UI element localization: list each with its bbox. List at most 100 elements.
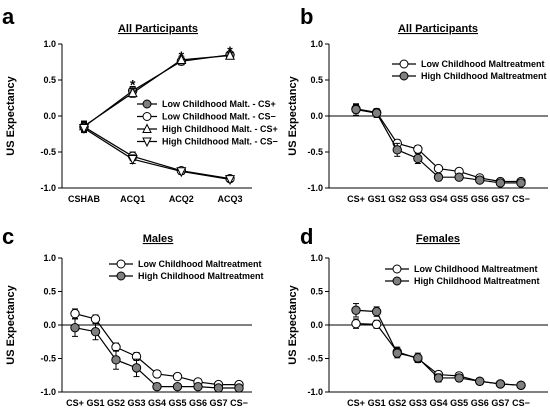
legend-entry: High Childhood Maltreatment (138, 271, 264, 281)
panel-label: a (2, 4, 15, 29)
y-tick-label: 0.0 (310, 111, 323, 121)
x-tick-label: CS− (230, 398, 248, 408)
x-tick-label: CS+ (347, 194, 365, 204)
panel-a: a All Participants US Expectancy 1.0 0.5 0.0 -… (2, 4, 278, 204)
x-tick-label: GS1 (86, 398, 104, 408)
legend-marker (142, 99, 152, 109)
legend-marker (116, 271, 126, 281)
x-tick-label: CSHAB (68, 194, 101, 204)
legend: Low Childhood Malt. - CS+ Low Childhood M… (137, 99, 278, 148)
y-tick-label: 0.5 (43, 75, 56, 85)
data-point (392, 145, 402, 155)
data-point (351, 318, 361, 329)
series-0 (70, 308, 244, 390)
data-point (371, 306, 382, 317)
x-tick-label: GS7 (491, 398, 509, 408)
legend-marker (142, 112, 152, 121)
y-tick-label: -1.0 (307, 183, 323, 193)
data-point (111, 355, 121, 365)
legend: Low Childhood Maltreatment High Childhood… (385, 264, 540, 286)
data-point (78, 124, 90, 135)
series-1 (70, 318, 244, 393)
data-point (371, 108, 382, 118)
panel-b: b All Participants US Expectancy 1.0 0.5 0.0 -… (287, 4, 548, 204)
data-point (70, 308, 80, 319)
data-point (172, 381, 183, 392)
data-point (433, 373, 444, 383)
y-tick-label: 1.0 (43, 39, 56, 49)
x-tick-label: GS5 (450, 398, 468, 408)
x-tick-label: GS4 (429, 194, 447, 204)
panel-label: c (2, 224, 14, 249)
y-axis-label: US Expectancy (5, 284, 17, 364)
y-tick-label: 0.5 (310, 287, 323, 297)
series-line (83, 126, 231, 180)
data-point (413, 353, 423, 363)
x-tick-label: GS4 (148, 398, 166, 408)
data-point (224, 175, 236, 186)
legend-marker (142, 137, 152, 148)
data-point (70, 322, 80, 333)
legend-marker (392, 276, 402, 286)
data-point (433, 163, 444, 174)
x-tick-label: GS5 (168, 398, 186, 408)
data-point (475, 175, 485, 185)
x-tick-label: GS3 (409, 398, 427, 408)
series-line (83, 127, 231, 180)
y-axis-label: US Expectancy (287, 75, 299, 155)
significance-star: * (179, 48, 185, 64)
series-1 (351, 103, 526, 188)
y-axis-label: US Expectancy (5, 75, 17, 155)
legend-entry: Low Childhood Malt. - CS+ (162, 99, 276, 109)
panel-title: Females (416, 233, 460, 245)
panel-label: b (300, 4, 313, 29)
data-point (131, 363, 142, 373)
legend-entry: High Childhood Maltreatment (421, 71, 547, 81)
data-point (176, 167, 187, 178)
y-tick-label: -0.5 (307, 147, 323, 157)
series-3 (78, 123, 236, 186)
y-tick-label: 0.0 (310, 320, 323, 330)
significance-star: * (130, 77, 136, 93)
x-tick-label: GS6 (471, 194, 489, 204)
panel-label: d (300, 224, 313, 249)
legend-entry: Low Childhood Maltreatment (414, 264, 538, 274)
data-point (172, 371, 183, 382)
legend-marker (116, 259, 126, 269)
data-point (193, 381, 203, 392)
y-tick-label: -0.5 (40, 354, 56, 364)
y-tick-label: 0.0 (43, 111, 56, 121)
x-tick-label: GS3 (127, 398, 145, 408)
data-point (392, 348, 402, 358)
x-tick-label: ACQ3 (217, 194, 242, 204)
x-tick-label: GS7 (491, 194, 509, 204)
y-tick-label: 1.0 (310, 253, 323, 263)
data-point (90, 327, 101, 337)
x-tick-label: CS+ (66, 398, 84, 408)
x-tick-label: CS− (512, 398, 530, 408)
y-tick-label: -1.0 (40, 183, 56, 193)
x-tick-label: ACQ2 (169, 194, 194, 204)
data-point (516, 178, 526, 188)
x-tick-label: GS6 (189, 398, 207, 408)
legend-entry: High Childhood Malt. - CS− (162, 137, 278, 147)
data-point (176, 54, 187, 65)
data-point (495, 379, 506, 389)
y-tick-label: 1.0 (310, 39, 323, 49)
x-tick-label: GS1 (368, 194, 386, 204)
x-tick-label: CS+ (347, 398, 365, 408)
significance-star: * (227, 43, 233, 59)
data-point (90, 314, 101, 324)
data-point (224, 49, 236, 60)
legend-entry: Low Childhood Maltreatment (421, 59, 545, 69)
y-tick-label: -1.0 (307, 387, 323, 397)
x-tick-label: GS1 (368, 398, 386, 408)
y-tick-label: 0.5 (43, 287, 56, 297)
legend-marker (399, 59, 409, 69)
y-tick-label: 1.0 (43, 253, 56, 263)
legend-marker (392, 264, 402, 274)
series-line (74, 327, 239, 389)
legend: Low Childhood Maltreatment High Childhood… (392, 59, 547, 81)
x-tick-label: GS2 (107, 398, 125, 408)
